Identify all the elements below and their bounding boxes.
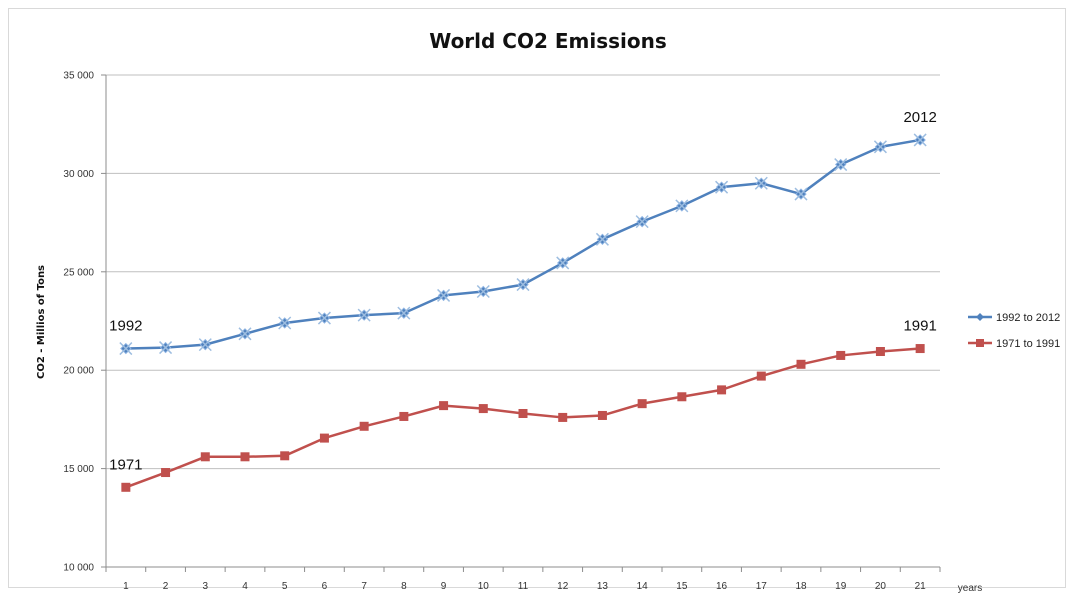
data-point-cross [159,341,173,355]
data-point [875,347,885,357]
data-point-cross [437,288,451,302]
x-tick-label: 11 [518,581,529,592]
point-annotation: 1991 [903,318,936,335]
series-0 [119,133,927,356]
data-point-cross [476,284,490,299]
x-axis-title: years [958,583,982,594]
x-tick-label: 5 [282,581,288,592]
x-tick-label: 18 [795,581,807,592]
legend-label: 1971 to 1991 [996,338,1060,350]
data-point-cross [754,176,768,190]
data-point-cross [357,308,371,322]
x-tick-label: 17 [756,581,768,592]
data-point [280,451,290,461]
data-point-cross [834,158,848,172]
data-point [121,482,131,492]
data-point [836,350,846,360]
y-tick-label: 15 000 [63,464,94,475]
data-point [200,452,210,462]
x-tick-label: 16 [716,581,728,592]
x-tick-label: 19 [835,581,847,592]
x-tick-label: 20 [875,581,887,592]
x-tick-label: 10 [478,581,490,592]
point-annotation: 1992 [109,318,142,335]
x-tick-label: 21 [915,581,927,592]
series-line [125,138,921,350]
x-tick-label: 3 [203,581,209,592]
data-point-cross [278,316,292,330]
data-point-cross [675,199,689,213]
series-1 [121,344,925,492]
data-point-cross [516,278,530,292]
x-tick-label: 15 [676,581,688,592]
data-point [439,401,449,411]
point-annotation: 1971 [109,456,142,473]
data-point [399,411,409,421]
legend-item-0: 1992 to 2012 [968,312,1060,324]
chart-frame [8,8,1066,588]
data-point [478,404,488,414]
data-point-cross [715,180,729,194]
data-point-cross [317,311,331,325]
data-point-cross [397,306,411,320]
x-tick-label: 12 [557,581,569,592]
data-point-cross [913,133,927,147]
y-tick-label: 20 000 [63,366,94,377]
data-point [717,385,727,395]
data-point [319,433,329,443]
data-point [518,408,528,418]
point-annotation: 2012 [903,109,936,126]
y-tick-label: 10 000 [63,563,94,574]
data-point [915,344,925,354]
series-layer [119,133,927,492]
grid-layer [106,74,940,470]
chart-title: World CO2 Emissions [429,29,667,53]
data-point [796,359,806,369]
annotation-layer: 1992 2012 1971 1991 [109,109,937,473]
data-point-cross [556,256,570,270]
x-tick-label: 8 [401,581,407,592]
x-tick-label: 4 [242,581,248,592]
legend: 1992 to 2012 1971 to 1991 [968,312,1060,350]
y-axis-title: CO2 - Millios of Tons [36,265,47,379]
data-point [677,392,687,402]
x-tick-label: 7 [361,581,367,592]
data-point [161,468,171,478]
data-point [558,412,568,422]
y-tick-label: 25 000 [63,267,94,278]
data-point-cross [238,327,252,341]
legend-marker [976,313,984,321]
y-tick-label: 30 000 [63,169,94,180]
x-tick-label: 9 [441,581,447,592]
data-point-cross [635,215,649,229]
data-point-cross [873,140,887,154]
legend-marker [976,339,984,347]
data-point-cross [119,342,133,356]
legend-item-1: 1971 to 1991 [968,338,1060,350]
data-point [597,410,607,420]
data-point [240,452,250,462]
x-tick-label: 6 [322,581,328,592]
data-point [756,371,766,381]
x-tick-label: 14 [637,581,649,592]
data-point [359,421,369,431]
data-point-cross [198,338,212,352]
data-point-cross [794,187,808,201]
data-point-cross [595,232,609,246]
data-point [637,399,647,409]
x-tick-label: 13 [597,581,609,592]
x-tick-label: 1 [123,581,129,592]
y-tick-label: 35 000 [63,71,94,82]
legend-label: 1992 to 2012 [996,312,1060,324]
x-tick-label: 2 [163,581,169,592]
